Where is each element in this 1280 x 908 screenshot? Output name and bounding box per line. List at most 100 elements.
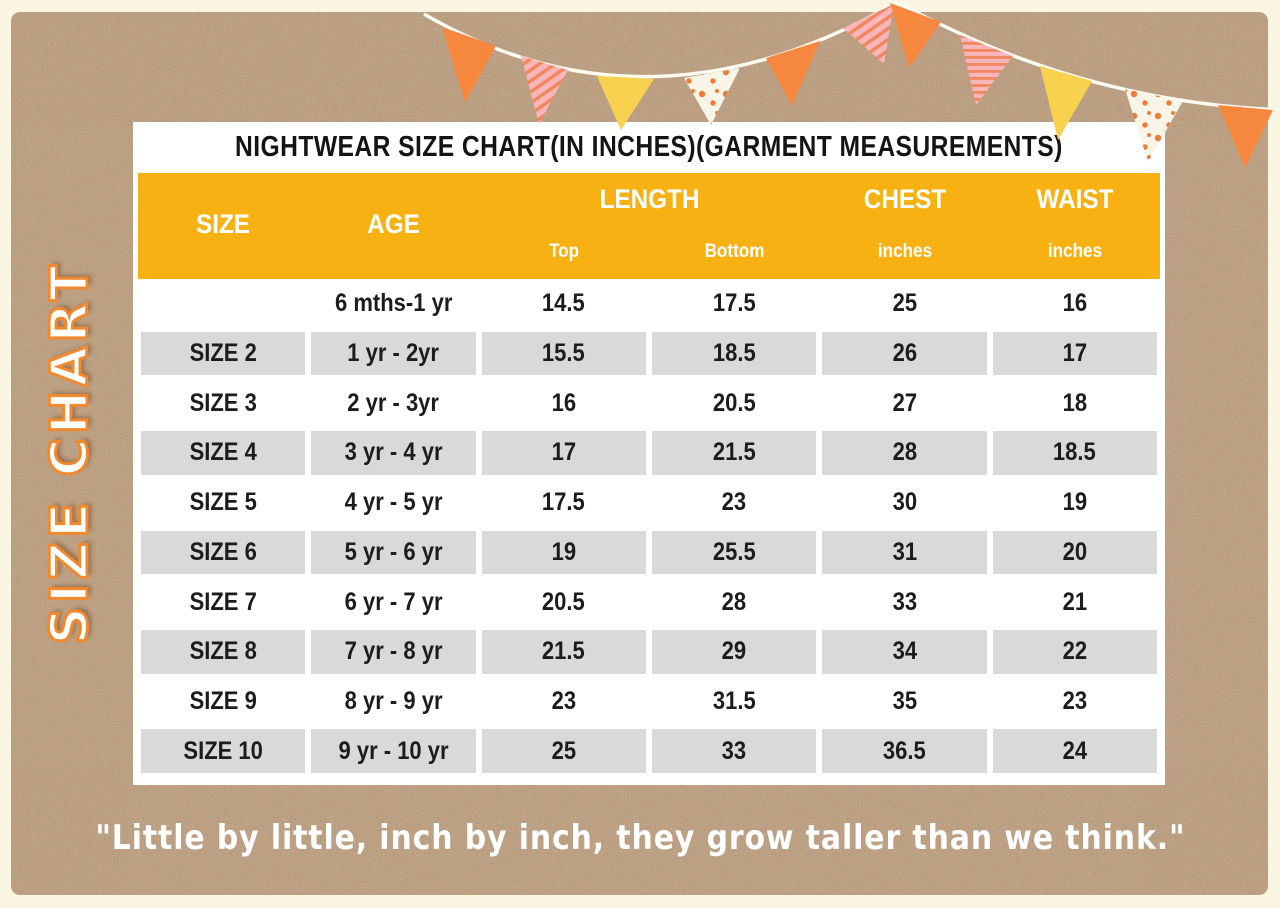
cell-value: 8 yr - 9 yr bbox=[344, 686, 443, 715]
table-cell-length-bottom: 31.5 bbox=[649, 677, 819, 727]
table-row: SIZE 6 5 yr - 6 yr 19 25.5 31 20 bbox=[138, 527, 1160, 578]
table-cell-chest: 27 bbox=[819, 378, 989, 428]
table-cell-age: 7 yr - 8 yr bbox=[308, 626, 479, 677]
cell-value: SIZE 7 bbox=[189, 587, 257, 616]
cell-value: SIZE 10 bbox=[183, 736, 263, 765]
table-cell-size: SIZE 6 bbox=[138, 527, 309, 578]
cell-value: 36.5 bbox=[883, 736, 926, 765]
cell-value: 7 yr - 8 yr bbox=[344, 637, 443, 666]
cell-value: 29 bbox=[721, 637, 747, 666]
cell-value: 15.5 bbox=[542, 339, 586, 368]
table-cell-age: 4 yr - 5 yr bbox=[308, 478, 478, 528]
table-cell-length-top: 15.5 bbox=[478, 328, 649, 379]
column-header-length: LENGTH bbox=[599, 183, 700, 214]
subheader-chest-unit: inches bbox=[877, 241, 933, 262]
table-cell-size: SIZE 4 bbox=[138, 428, 309, 478]
cell-value: 28 bbox=[721, 587, 747, 616]
table-cell-length-bottom: 17.5 bbox=[649, 279, 819, 329]
table-cell-age: 9 yr - 10 yr bbox=[308, 726, 479, 777]
quote-text: "Little by little, inch by inch, they gr… bbox=[94, 818, 1186, 858]
size-table-body: 6 mths-1 yr 14.5 17.5 25 16 SIZE 2 1 yr - 2yr 1… bbox=[138, 279, 1160, 777]
table-row: 6 mths-1 yr 14.5 17.5 25 16 bbox=[138, 279, 1160, 329]
table-cell-waist: 22 bbox=[989, 626, 1160, 677]
table-row: SIZE 8 7 yr - 8 yr 21.5 29 34 22 bbox=[138, 626, 1160, 677]
cell-value: 21 bbox=[1062, 587, 1088, 616]
cell-value: 6 mths-1 yr bbox=[334, 289, 453, 318]
cell-value: 16 bbox=[1062, 289, 1088, 318]
table-cell-length-top: 23 bbox=[479, 677, 649, 727]
cell-value: 25.5 bbox=[712, 537, 756, 566]
table-cell-length-bottom: 20.5 bbox=[649, 378, 819, 428]
cell-value: 31 bbox=[892, 537, 917, 566]
table-row: SIZE 7 6 yr - 7 yr 20.5 28 33 21 bbox=[138, 577, 1160, 627]
cell-value: 16 bbox=[551, 388, 577, 417]
table-cell-chest: 36.5 bbox=[819, 726, 990, 777]
table-row: SIZE 3 2 yr - 3yr 16 20.5 27 18 bbox=[138, 378, 1160, 428]
table-cell-waist: 23 bbox=[990, 677, 1160, 727]
table-cell-size: SIZE 3 bbox=[138, 378, 308, 428]
cell-value: 17.5 bbox=[542, 488, 586, 517]
table-cell-length-top: 17 bbox=[478, 428, 649, 478]
table-row: SIZE 10 9 yr - 10 yr 25 33 36.5 24 bbox=[138, 726, 1160, 777]
table-cell-length-bottom: 21.5 bbox=[648, 428, 820, 478]
cell-value: 5 yr - 6 yr bbox=[344, 537, 443, 566]
table-cell-waist: 18.5 bbox=[989, 428, 1160, 478]
column-header-size: SIZE bbox=[195, 208, 250, 239]
cell-value: SIZE 9 bbox=[189, 686, 257, 715]
table-title-band: NIGHTWEAR SIZE CHART(IN INCHES)(GARMENT … bbox=[138, 122, 1160, 173]
table-cell-size: SIZE 8 bbox=[138, 626, 309, 677]
cell-value: 6 yr - 7 yr bbox=[344, 587, 443, 616]
cell-value: 18.5 bbox=[1053, 438, 1097, 467]
cell-value: 21.5 bbox=[712, 438, 756, 467]
cell-value: 35 bbox=[892, 686, 917, 715]
table-cell-length-top: 14.5 bbox=[479, 279, 649, 329]
table-cell-length-bottom: 18.5 bbox=[648, 328, 820, 379]
cell-value: 9 yr - 10 yr bbox=[338, 736, 449, 765]
cell-value: 22 bbox=[1062, 637, 1088, 666]
table-cell-length-top: 21.5 bbox=[478, 626, 649, 677]
cell-value: SIZE 2 bbox=[189, 339, 257, 368]
cell-value: SIZE 5 bbox=[189, 488, 257, 517]
table-cell-waist: 20 bbox=[989, 527, 1160, 578]
table-cell-size: SIZE 9 bbox=[138, 677, 308, 727]
cell-value: SIZE 6 bbox=[189, 537, 257, 566]
cell-value: 23 bbox=[1062, 686, 1088, 715]
table-cell-age: 5 yr - 6 yr bbox=[308, 527, 479, 578]
cell-value: 18.5 bbox=[712, 339, 756, 368]
table-cell-age: 2 yr - 3yr bbox=[308, 378, 478, 428]
cell-value: 23 bbox=[721, 488, 747, 517]
table-cell-chest: 31 bbox=[819, 527, 990, 578]
table-cell-waist: 19 bbox=[990, 478, 1160, 528]
table-cell-length-bottom: 29 bbox=[648, 626, 820, 677]
table-cell-length-top: 17.5 bbox=[479, 478, 649, 528]
table-cell-length-bottom: 28 bbox=[649, 577, 819, 627]
cell-value: 17.5 bbox=[712, 289, 756, 318]
table-row: SIZE 5 4 yr - 5 yr 17.5 23 30 19 bbox=[138, 478, 1160, 528]
quote-band: "Little by little, inch by inch, they gr… bbox=[0, 818, 1280, 858]
table-cell-age: 1 yr - 2yr bbox=[308, 328, 479, 379]
cell-value: SIZE 3 bbox=[189, 388, 257, 417]
table-cell-size: SIZE 7 bbox=[138, 577, 308, 627]
table-cell-length-top: 20.5 bbox=[479, 577, 649, 627]
table-row: SIZE 4 3 yr - 4 yr 17 21.5 28 18.5 bbox=[138, 428, 1160, 478]
cell-value: 34 bbox=[892, 637, 917, 666]
table-cell-waist: 24 bbox=[989, 726, 1160, 777]
table-cell-chest: 34 bbox=[819, 626, 990, 677]
table-cell-chest: 30 bbox=[819, 478, 989, 528]
table-cell-length-bottom: 33 bbox=[648, 726, 820, 777]
cell-value: 2 yr - 3yr bbox=[347, 388, 440, 417]
cell-value: 25 bbox=[892, 289, 917, 318]
table-cell-length-bottom: 23 bbox=[649, 478, 819, 528]
table-row: SIZE 9 8 yr - 9 yr 23 31.5 35 23 bbox=[138, 677, 1160, 727]
cell-value: SIZE 8 bbox=[189, 637, 257, 666]
cell-value: 20.5 bbox=[712, 388, 756, 417]
table-cell-chest: 28 bbox=[819, 428, 990, 478]
cell-value: 17 bbox=[551, 438, 577, 467]
table-cell-size: SIZE 5 bbox=[138, 478, 308, 528]
subheader-length-bottom: Bottom bbox=[704, 241, 765, 262]
cell-value: 24 bbox=[1062, 736, 1088, 765]
cell-value: 27 bbox=[892, 388, 917, 417]
table-cell-chest: 26 bbox=[819, 328, 990, 379]
table-cell-chest: 35 bbox=[819, 677, 989, 727]
